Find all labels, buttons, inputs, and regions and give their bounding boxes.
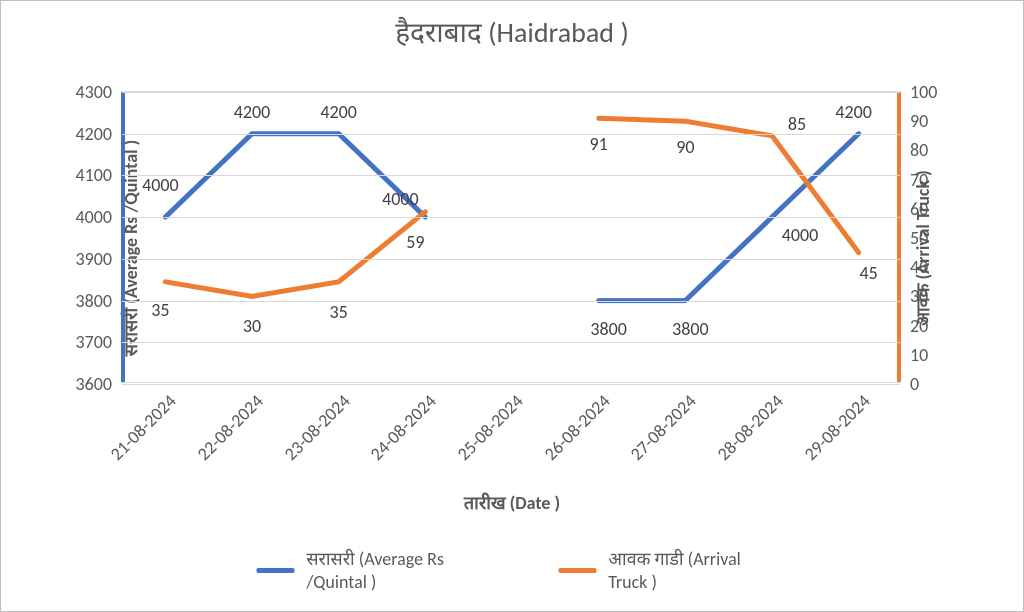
y1-tick-label: 4200 [76,123,113,145]
y2-tick-label: 0 [910,373,919,395]
y2-tick-label: 60 [910,198,928,220]
y1-tick-label: 4000 [76,206,113,228]
y2-tick-label: 30 [910,285,928,307]
data-label: 4200 [320,101,357,123]
gridline [122,342,900,343]
x-tick-label: 27-08-2024 [626,390,701,465]
x-tick-label: 22-08-2024 [193,390,268,465]
y2-tick-label: 10 [910,344,928,366]
x-axis-title: तारीख (Date ) [464,491,560,515]
data-label: 4200 [234,101,271,123]
x-tick-label: 24-08-2024 [366,390,441,465]
data-label: 85 [788,113,806,135]
data-label: 91 [590,133,608,155]
y1-tick-label: 3900 [76,248,113,270]
data-label: 59 [406,231,424,253]
legend-label-series2: आवक गाडी (Arrival Truck ) [608,547,767,593]
legend-item-series2: आवक गाडी (Arrival Truck ) [558,547,767,593]
y2-tick-label: 50 [910,227,928,249]
plot-area: 3600370038003900400041004200430001020304… [121,91,901,383]
legend-label-series1: सरासरी (Average Rs /Quintal ) [306,547,488,593]
series-line [165,118,858,296]
gridline [122,92,900,93]
x-tick-label: 23-08-2024 [279,390,354,465]
data-label: 35 [330,301,348,323]
data-label: 4000 [782,224,819,246]
x-tick-label: 28-08-2024 [713,390,788,465]
chart-title: हैदराबाद (Haidrabad ) [1,1,1023,51]
y2-tick-label: 80 [910,139,928,161]
data-label: 4000 [382,188,419,210]
data-label: 4200 [835,101,872,123]
y2-tick-label: 100 [910,81,937,103]
y1-tick-label: 3600 [76,373,113,395]
y1-tick-label: 4100 [76,164,113,186]
gridline [122,301,900,302]
legend-item-series1: सरासरी (Average Rs /Quintal ) [257,547,489,593]
gridline [122,384,900,385]
data-label: 45 [860,262,878,284]
data-label: 30 [243,315,261,337]
legend-swatch-series1 [257,568,295,573]
gridline [122,217,900,218]
y1-tick-label: 4300 [76,81,113,103]
y2-tick-label: 20 [910,315,928,337]
x-tick-label: 21-08-2024 [106,390,181,465]
x-tick-label: 29-08-2024 [799,390,874,465]
data-label: 35 [151,299,169,321]
y2-tick-label: 40 [910,256,928,278]
y2-tick-label: 70 [910,169,928,191]
x-tick-label: 25-08-2024 [453,390,528,465]
data-label: 90 [676,136,694,158]
legend-swatch-series2 [558,568,596,573]
data-label: 3800 [672,318,709,340]
y1-tick-label: 3700 [76,331,113,353]
gridline [122,259,900,260]
data-label: 3800 [590,318,627,340]
y2-tick-label: 90 [910,110,928,132]
gridline [122,175,900,176]
legend: सरासरी (Average Rs /Quintal ) आवक गाडी (… [257,547,768,593]
y1-tick-label: 3800 [76,290,113,312]
data-label: 4000 [142,174,179,196]
chart-container: हैदराबाद (Haidrabad ) सरासरी (Average Rs… [0,0,1024,612]
x-tick-label: 26-08-2024 [539,390,614,465]
gridline [122,134,900,135]
